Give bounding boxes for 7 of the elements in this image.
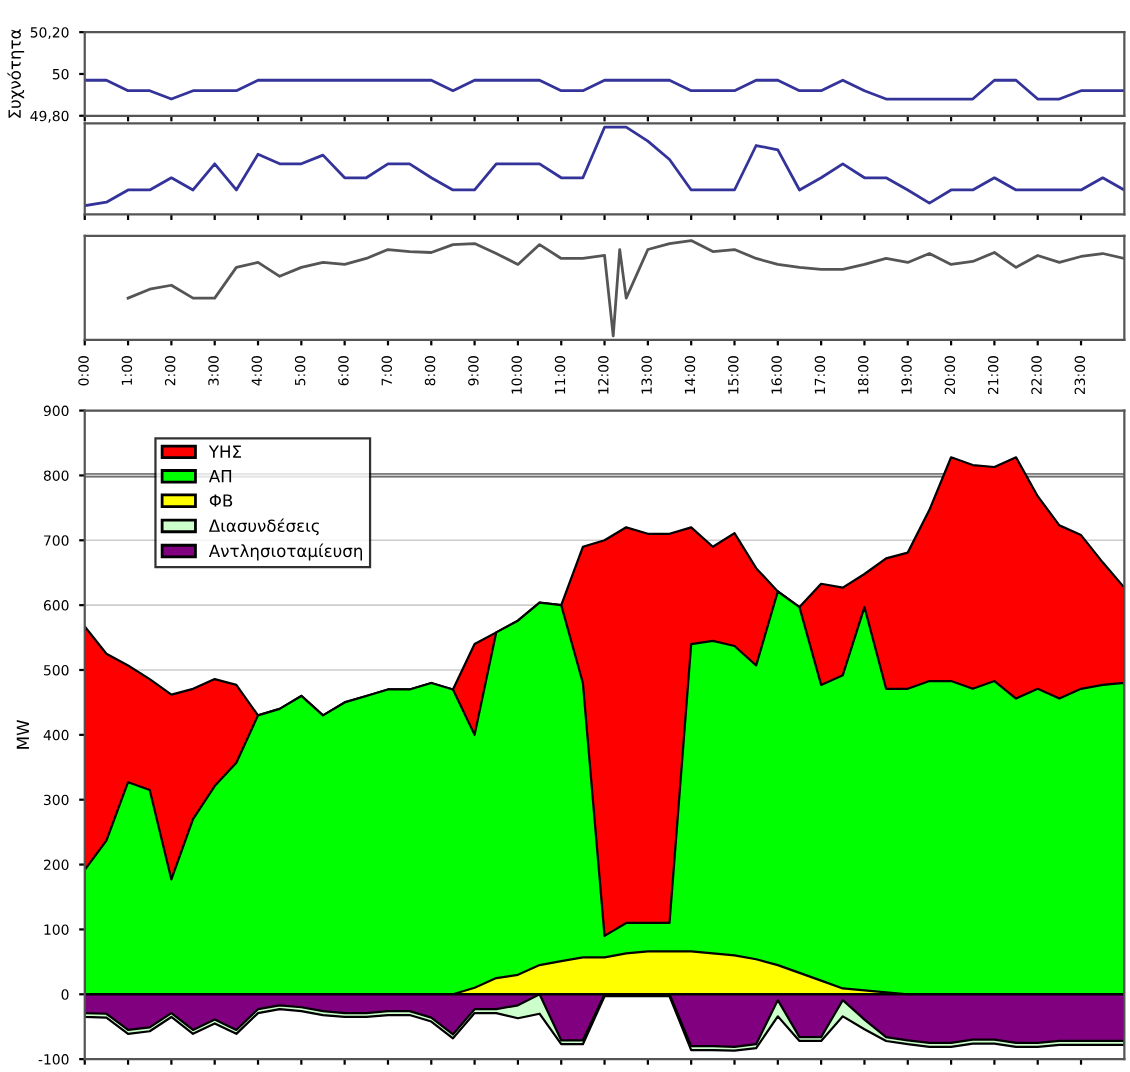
legend-label: Αντλησιοταμίευση	[208, 543, 362, 561]
y-axis-title: MW	[16, 719, 29, 749]
y-axis-title: Συχνότητα	[7, 29, 25, 118]
legend-label: Διασυνδέσεις	[208, 518, 319, 536]
legend-label: ΑΠ	[208, 470, 232, 483]
legend-label: ΥΗΣ	[208, 445, 241, 458]
legend-label: ΦΒ	[209, 494, 233, 507]
